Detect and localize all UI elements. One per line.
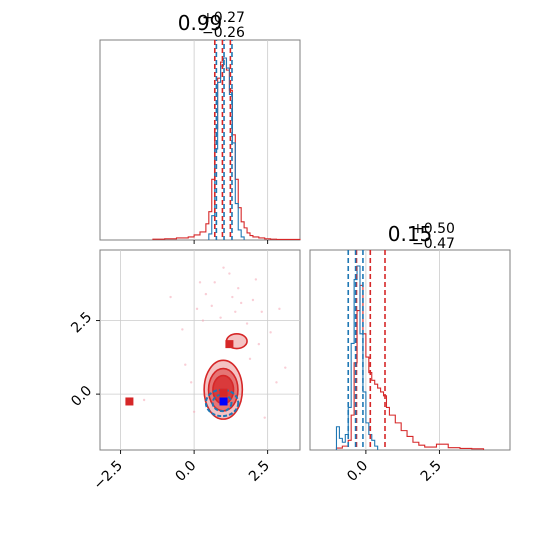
bottom-right-histogram-panel: 0.0 2.5 0.15 +0.50 −0.47	[309, 221, 511, 485]
scatter-point	[245, 322, 249, 325]
scatter-point	[204, 292, 208, 296]
scatter-point	[239, 301, 243, 305]
scatter-point	[231, 295, 234, 299]
histogram-series-1	[335, 265, 379, 450]
bottom-left-panel-frame	[99, 249, 301, 451]
scatter-point	[248, 357, 252, 361]
scatter-point	[219, 316, 222, 319]
scatter-point	[237, 287, 240, 290]
scatter-point	[201, 319, 205, 322]
histogram-series-0	[152, 57, 301, 240]
histogram-series-0	[335, 284, 485, 450]
scatter-point	[181, 328, 184, 331]
bottom-right-series	[335, 265, 485, 450]
bottom-left-grid	[100, 250, 300, 450]
marker-red	[125, 397, 134, 406]
scatter-point	[278, 307, 281, 311]
top-left-quantile-lines	[213, 40, 233, 240]
bottom-right-panel-frame	[309, 249, 511, 451]
bottom-left-scatter	[142, 266, 287, 419]
bottom-right-ticks: 0.0 2.5	[344, 450, 445, 485]
scatter-point	[228, 272, 231, 275]
top-left-title: 0.99	[178, 11, 223, 35]
bottom-left-contour-panel: −2.5 0.0 2.5 0.0 2.5	[68, 249, 301, 493]
y-tick-label: 0.0	[68, 383, 95, 410]
scatter-point	[254, 278, 258, 281]
scatter-point	[251, 298, 255, 302]
top-left-ticks	[193, 240, 269, 244]
x-tick-label: 0.0	[344, 458, 371, 485]
y-tick-label: 2.5	[68, 309, 95, 336]
bottom-right-quantile-lines	[347, 250, 386, 450]
scatter-point	[269, 331, 272, 334]
scatter-point	[263, 416, 266, 419]
top-left-histogram-panel: 0.99 +0.27 −0.26	[99, 10, 301, 244]
scatter-point	[189, 381, 193, 384]
bottom-right-title-upper: +0.50	[412, 221, 455, 237]
scatter-point	[275, 381, 278, 384]
contour-level-blue-1	[211, 393, 233, 413]
marker-red	[219, 388, 228, 397]
x-tick-label: 2.5	[246, 458, 273, 485]
scatter-point	[169, 295, 172, 299]
bottom-right-title: 0.15	[388, 222, 433, 246]
top-left-panel-frame	[99, 39, 301, 241]
marker-blue	[219, 397, 228, 406]
scatter-point	[198, 281, 202, 284]
scatter-point	[142, 398, 146, 402]
top-left-title-upper: +0.27	[202, 10, 245, 26]
scatter-point	[257, 342, 261, 346]
scatter-point	[213, 281, 216, 284]
scatter-point	[210, 304, 213, 308]
x-tick-label: 0.0	[172, 458, 199, 485]
scatter-point	[192, 410, 196, 413]
scatter-point	[222, 266, 225, 269]
scatter-point	[184, 363, 187, 366]
top-left-grid	[193, 40, 269, 240]
scatter-point	[234, 310, 237, 313]
x-tick-label: 2.5	[418, 458, 445, 485]
marker-red	[225, 340, 234, 349]
bottom-right-title-lower: −0.47	[412, 236, 455, 252]
top-left-title-lower: −0.26	[202, 25, 245, 41]
bottom-left-markers	[125, 340, 234, 406]
scatter-point	[195, 307, 199, 311]
scatter-point	[284, 366, 287, 369]
x-tick-label: −2.5	[91, 458, 126, 493]
scatter-point	[260, 310, 263, 313]
